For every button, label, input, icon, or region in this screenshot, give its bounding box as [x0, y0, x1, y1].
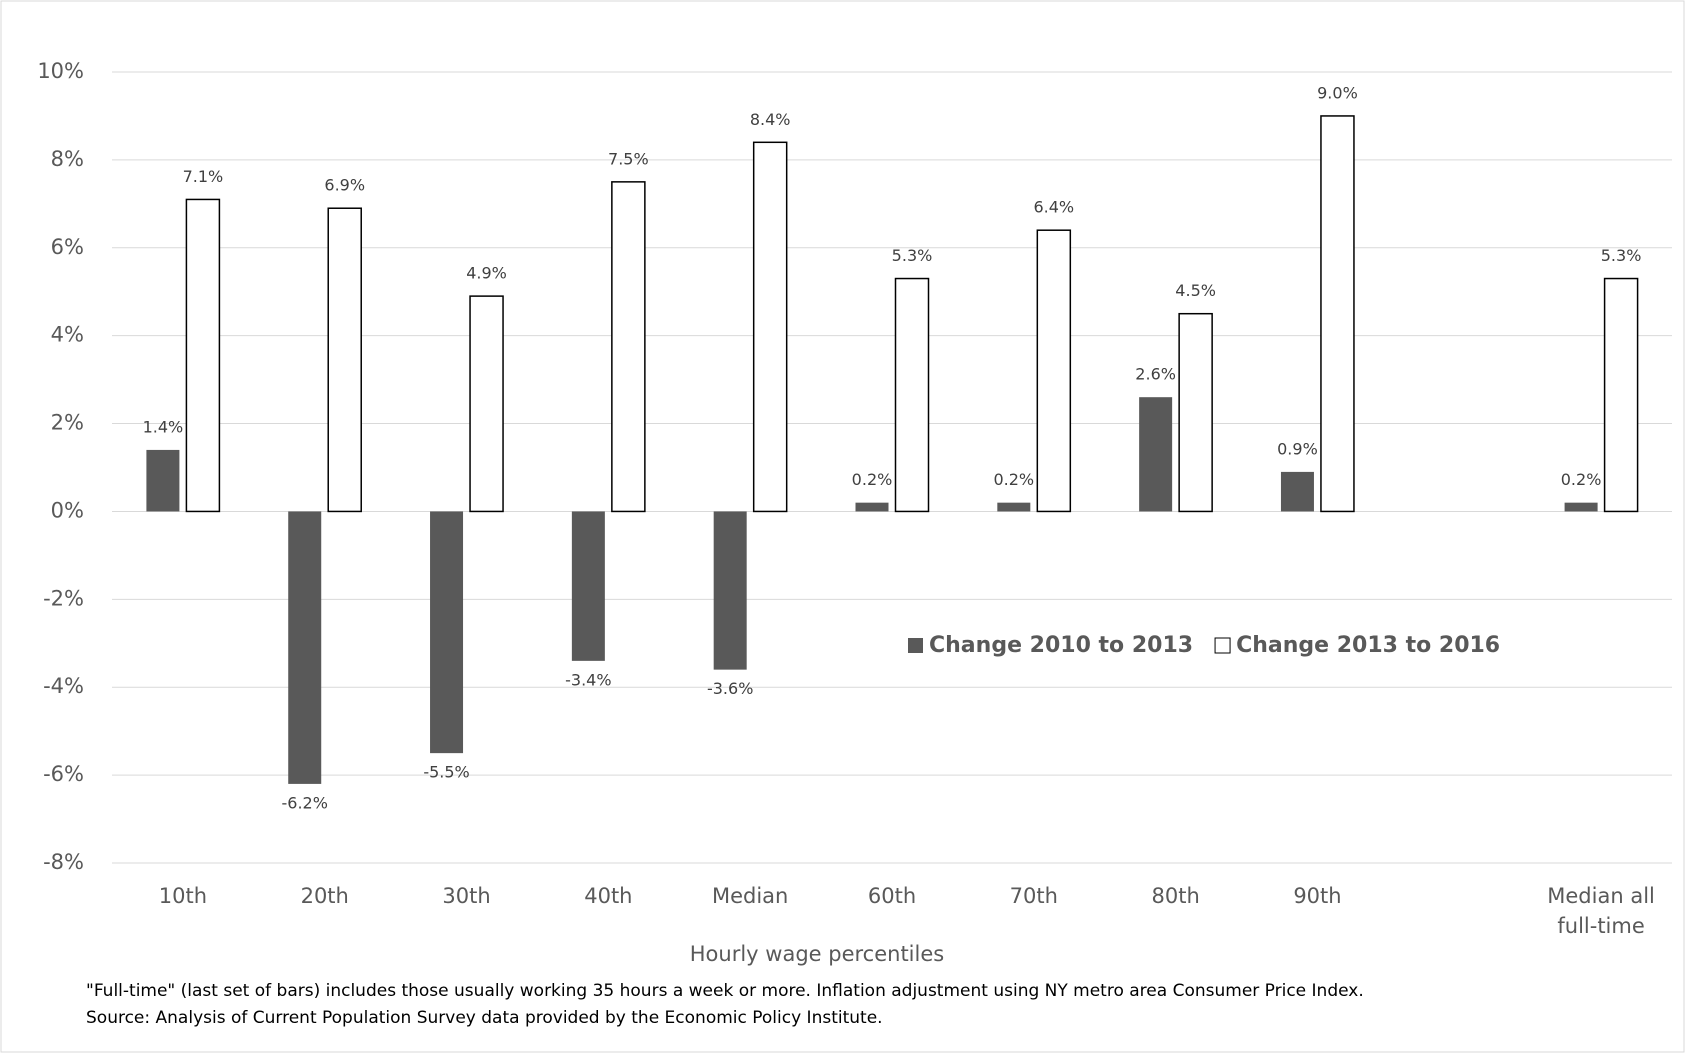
bar [752, 141, 788, 513]
data-label: 0.2% [1561, 470, 1602, 489]
bar [469, 295, 504, 513]
bar [611, 181, 646, 513]
data-label: 0.9% [1277, 439, 1318, 458]
data-label: 2.6% [1135, 365, 1176, 384]
y-tick-label: 8% [51, 147, 84, 171]
data-label: 5.3% [892, 246, 933, 265]
data-label: 6.4% [1033, 198, 1074, 217]
x-tick-label: 80th [1151, 884, 1200, 908]
data-label: 8.4% [750, 110, 791, 129]
x-tick-label: 70th [1009, 884, 1058, 908]
data-label: 6.9% [324, 176, 365, 195]
y-tick-label: -4% [43, 674, 84, 698]
bar [571, 511, 605, 661]
data-label: 5.3% [1601, 246, 1642, 265]
legend-label: Change 2010 to 2013 [929, 633, 1193, 658]
y-tick-label: 4% [51, 323, 84, 347]
bar [430, 511, 464, 754]
bar [713, 511, 747, 670]
footnote: Source: Analysis of Current Population S… [86, 1008, 883, 1028]
data-label: 7.1% [183, 167, 224, 186]
data-label: 4.5% [1175, 281, 1216, 300]
x-axis-title: Hourly wage percentiles [690, 942, 944, 966]
bar [997, 502, 1031, 512]
bar [1280, 471, 1314, 512]
legend-label: Change 2013 to 2016 [1236, 633, 1500, 658]
bar [1603, 277, 1639, 513]
bar [1320, 115, 1355, 513]
bar [146, 449, 180, 512]
y-tick-label: -2% [43, 586, 84, 610]
data-label: 7.5% [608, 149, 649, 168]
y-tick-label: 10% [37, 59, 84, 83]
data-label: 4.9% [466, 264, 507, 283]
bar [327, 207, 362, 513]
data-label: 0.2% [993, 470, 1034, 489]
x-tick-label: 10th [158, 884, 208, 908]
y-tick-label: 0% [51, 498, 84, 522]
data-label: -5.5% [423, 763, 469, 782]
bar [1139, 397, 1173, 512]
bar [185, 198, 221, 513]
legend-swatch [1214, 637, 1231, 654]
bar [855, 502, 889, 512]
x-tick-label: Median all full-time [1547, 884, 1655, 938]
x-tick-label: 90th [1293, 884, 1342, 908]
x-tick-label: 60th [867, 884, 917, 908]
x-tick-label: 20th [300, 884, 349, 908]
y-tick-label: -6% [43, 762, 84, 786]
bar [1178, 312, 1213, 513]
data-label: 1.4% [143, 417, 184, 436]
y-tick-label: 2% [51, 411, 84, 435]
y-tick-label: -8% [43, 850, 84, 874]
data-label: -3.6% [707, 679, 753, 698]
y-tick-label: 6% [51, 235, 84, 259]
x-tick-label: 30th [442, 884, 491, 908]
x-tick-label: 40th [584, 884, 633, 908]
x-tick-label: Median [711, 884, 789, 908]
data-label: -6.2% [282, 793, 328, 812]
legend-swatch [908, 638, 923, 653]
bar [288, 511, 322, 784]
bar [1564, 502, 1598, 512]
data-label: -3.4% [565, 670, 611, 689]
data-label: 0.2% [852, 470, 893, 489]
bar [1036, 229, 1072, 513]
footnote: "Full-time" (last set of bars) includes … [86, 981, 1364, 1001]
bar [894, 277, 930, 513]
data-label: 9.0% [1317, 83, 1358, 102]
